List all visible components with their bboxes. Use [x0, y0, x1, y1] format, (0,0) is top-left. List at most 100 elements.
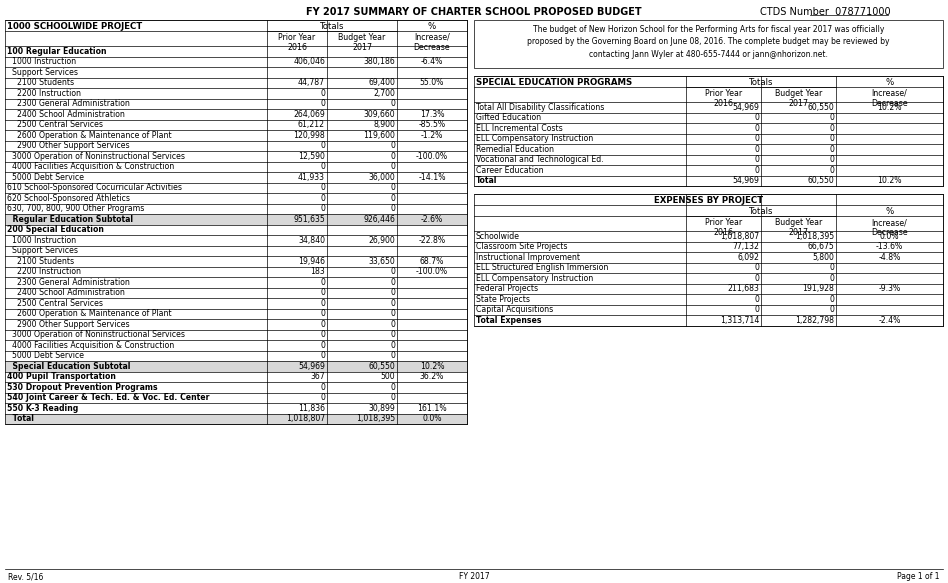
Bar [5, 214, 467, 224]
Text: 0: 0 [754, 305, 759, 314]
Text: 0: 0 [391, 340, 395, 350]
Text: 540 Joint Career & Tech. Ed. & Voc. Ed. Center: 540 Joint Career & Tech. Ed. & Voc. Ed. … [7, 394, 210, 402]
Text: 0: 0 [391, 383, 395, 392]
Text: 0: 0 [754, 124, 759, 133]
Text: 380,186: 380,186 [363, 57, 395, 66]
Text: Prior Year
2016: Prior Year 2016 [705, 218, 742, 237]
Text: 0: 0 [320, 319, 325, 329]
Text: 0: 0 [320, 183, 325, 192]
Text: %: % [885, 207, 894, 216]
Text: 951,635: 951,635 [293, 215, 325, 224]
Text: 1,018,395: 1,018,395 [356, 415, 395, 423]
Text: 406,046: 406,046 [293, 57, 325, 66]
Text: 34,840: 34,840 [298, 236, 325, 245]
Text: 0: 0 [391, 351, 395, 360]
Text: 0.0%: 0.0% [422, 415, 442, 423]
Text: Total: Total [7, 415, 34, 423]
Text: 2300 General Administration: 2300 General Administration [7, 278, 130, 287]
Text: 1000 Instruction: 1000 Instruction [7, 57, 76, 66]
Text: 500: 500 [380, 373, 395, 381]
Bar [5, 413, 467, 424]
Text: 0: 0 [320, 351, 325, 360]
Text: 1,282,798: 1,282,798 [795, 316, 834, 325]
Text: Gifted Education: Gifted Education [476, 113, 541, 122]
Text: 1,018,807: 1,018,807 [720, 232, 759, 241]
Text: Classroom Site Projects: Classroom Site Projects [476, 243, 568, 251]
Text: -14.1%: -14.1% [418, 173, 446, 182]
Text: 2,700: 2,700 [374, 89, 395, 98]
Text: Prior Year
2016: Prior Year 2016 [705, 89, 742, 108]
Text: 2100 Students: 2100 Students [7, 257, 74, 266]
Text: 610 School-Sponsored Cocurricular Activities: 610 School-Sponsored Cocurricular Activi… [7, 183, 182, 192]
Text: Increase/
Decrease: Increase/ Decrease [413, 33, 450, 52]
Text: FY 2017 SUMMARY OF CHARTER SCHOOL PROPOSED BUDGET: FY 2017 SUMMARY OF CHARTER SCHOOL PROPOS… [306, 7, 642, 17]
Text: 5,800: 5,800 [812, 253, 834, 262]
Text: 0: 0 [391, 162, 395, 171]
Text: 2200 Instruction: 2200 Instruction [7, 267, 81, 276]
Text: 5000 Debt Service: 5000 Debt Service [7, 173, 84, 182]
Text: 200 Special Education: 200 Special Education [7, 225, 104, 234]
Text: 77,132: 77,132 [732, 243, 759, 251]
Text: 0: 0 [391, 267, 395, 276]
Text: 2500 Central Services: 2500 Central Services [7, 120, 103, 129]
Text: 26,900: 26,900 [368, 236, 395, 245]
Text: Totals: Totals [749, 207, 774, 216]
Text: 60,550: 60,550 [808, 176, 834, 185]
Text: 0: 0 [754, 166, 759, 175]
Text: 0: 0 [391, 194, 395, 203]
Text: 61,212: 61,212 [298, 120, 325, 129]
Text: 0: 0 [391, 99, 395, 108]
Text: Vocational and Technological Ed.: Vocational and Technological Ed. [476, 155, 604, 164]
Text: Budget Year
2017: Budget Year 2017 [775, 218, 822, 237]
Text: 0: 0 [320, 141, 325, 150]
Text: 0: 0 [754, 155, 759, 164]
Text: 264,069: 264,069 [293, 110, 325, 119]
Text: -2.4%: -2.4% [878, 316, 901, 325]
Text: 1,018,807: 1,018,807 [286, 415, 325, 423]
Text: 0: 0 [391, 330, 395, 339]
Text: 0: 0 [391, 204, 395, 213]
Text: 0: 0 [320, 204, 325, 213]
Text: 4000 Facilities Acquisition & Construction: 4000 Facilities Acquisition & Constructi… [7, 340, 174, 350]
Text: 19,946: 19,946 [298, 257, 325, 266]
Text: 0: 0 [320, 309, 325, 318]
Text: 211,683: 211,683 [727, 285, 759, 293]
Text: 2300 General Administration: 2300 General Administration [7, 99, 130, 108]
Text: 0: 0 [320, 298, 325, 308]
Text: Special Education Subtotal: Special Education Subtotal [7, 361, 131, 371]
Text: -9.3%: -9.3% [879, 285, 901, 293]
Text: 2500 Central Services: 2500 Central Services [7, 298, 103, 308]
Text: 0: 0 [320, 194, 325, 203]
Text: 0: 0 [320, 99, 325, 108]
Text: Capital Acquisitions: Capital Acquisitions [476, 305, 554, 314]
Text: 2900 Other Support Services: 2900 Other Support Services [7, 319, 130, 329]
Text: 0.0%: 0.0% [880, 232, 900, 241]
Text: -13.6%: -13.6% [876, 243, 903, 251]
Text: 44,787: 44,787 [298, 78, 325, 87]
Text: 0: 0 [320, 340, 325, 350]
Text: 183: 183 [310, 267, 325, 276]
Text: 2600 Operation & Maintenance of Plant: 2600 Operation & Maintenance of Plant [7, 309, 172, 318]
Text: 0: 0 [391, 288, 395, 297]
Text: Totals: Totals [319, 22, 344, 31]
Text: Rev. 5/16: Rev. 5/16 [8, 572, 44, 581]
Text: Increase/
Decrease: Increase/ Decrease [871, 218, 908, 237]
Text: 10.2%: 10.2% [877, 176, 902, 185]
Text: 120,998: 120,998 [293, 131, 325, 140]
Text: Page 1 of 1: Page 1 of 1 [898, 572, 940, 581]
Text: 10.2%: 10.2% [420, 361, 445, 371]
Text: 2400 School Administration: 2400 School Administration [7, 288, 125, 297]
Text: 620 School-Sponsored Athletics: 620 School-Sponsored Athletics [7, 194, 130, 203]
Text: FY 2017: FY 2017 [459, 572, 489, 581]
Text: 0: 0 [830, 113, 834, 122]
Text: 54,969: 54,969 [732, 176, 759, 185]
Bar [474, 20, 943, 68]
Text: 0: 0 [391, 278, 395, 287]
Text: Support Services: Support Services [7, 68, 78, 77]
Text: 17.3%: 17.3% [420, 110, 445, 119]
Text: Total Expenses: Total Expenses [476, 316, 541, 325]
Text: 55.0%: 55.0% [420, 78, 445, 87]
Text: ELL Compensatory Instruction: ELL Compensatory Instruction [476, 274, 593, 283]
Text: 0: 0 [391, 298, 395, 308]
Text: 0: 0 [830, 274, 834, 283]
